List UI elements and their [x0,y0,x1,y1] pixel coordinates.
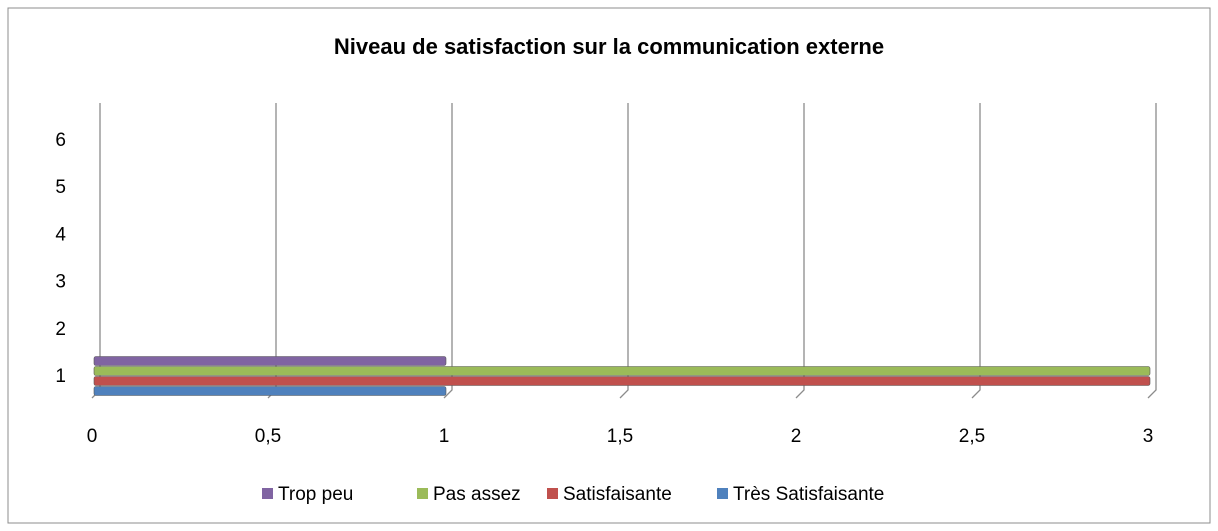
chart-border [7,7,1211,524]
y-tick-label: 6 [55,130,66,151]
bar [93,376,1151,386]
y-tick-label: 2 [55,319,66,340]
legend-label: Très Satisfaisante [733,484,884,505]
y-tick-label: 3 [55,272,66,293]
bar [93,366,1151,376]
legend-swatch [547,488,558,499]
x-tick-label: 0,5 [255,426,281,447]
grid-line [443,103,453,399]
y-tick-label: 4 [55,224,66,245]
x-tick-label: 2 [791,426,802,447]
y-tick-label: 5 [55,177,66,198]
chart-title: Niveau de satisfaction sur la communicat… [334,34,884,59]
bars [93,356,1151,396]
legend-swatch [417,488,428,499]
legend-swatch [262,488,273,499]
grid-line [1147,103,1157,399]
grid-line [971,103,981,399]
x-tick-label: 3 [1143,426,1154,447]
labels: 0 0,5 1 1,5 2 2,5 3 1 2 3 4 5 6 Trop peu Pas assez Sati… [55,130,1153,505]
legend-swatch [717,488,728,499]
legend-label: Pas assez [433,484,521,505]
x-tick-label: 2,5 [959,426,985,447]
legend-label: Trop peu [278,484,353,505]
x-tick-label: 0 [87,426,98,447]
x-tick-label: 1 [439,426,450,447]
bar [93,386,447,396]
legend-label: Satisfaisante [563,484,672,505]
x-tick-label: 1,5 [607,426,633,447]
bar [93,356,447,366]
y-tick-label: 1 [55,366,66,387]
grid-line [795,103,805,399]
grid-line [619,103,629,399]
